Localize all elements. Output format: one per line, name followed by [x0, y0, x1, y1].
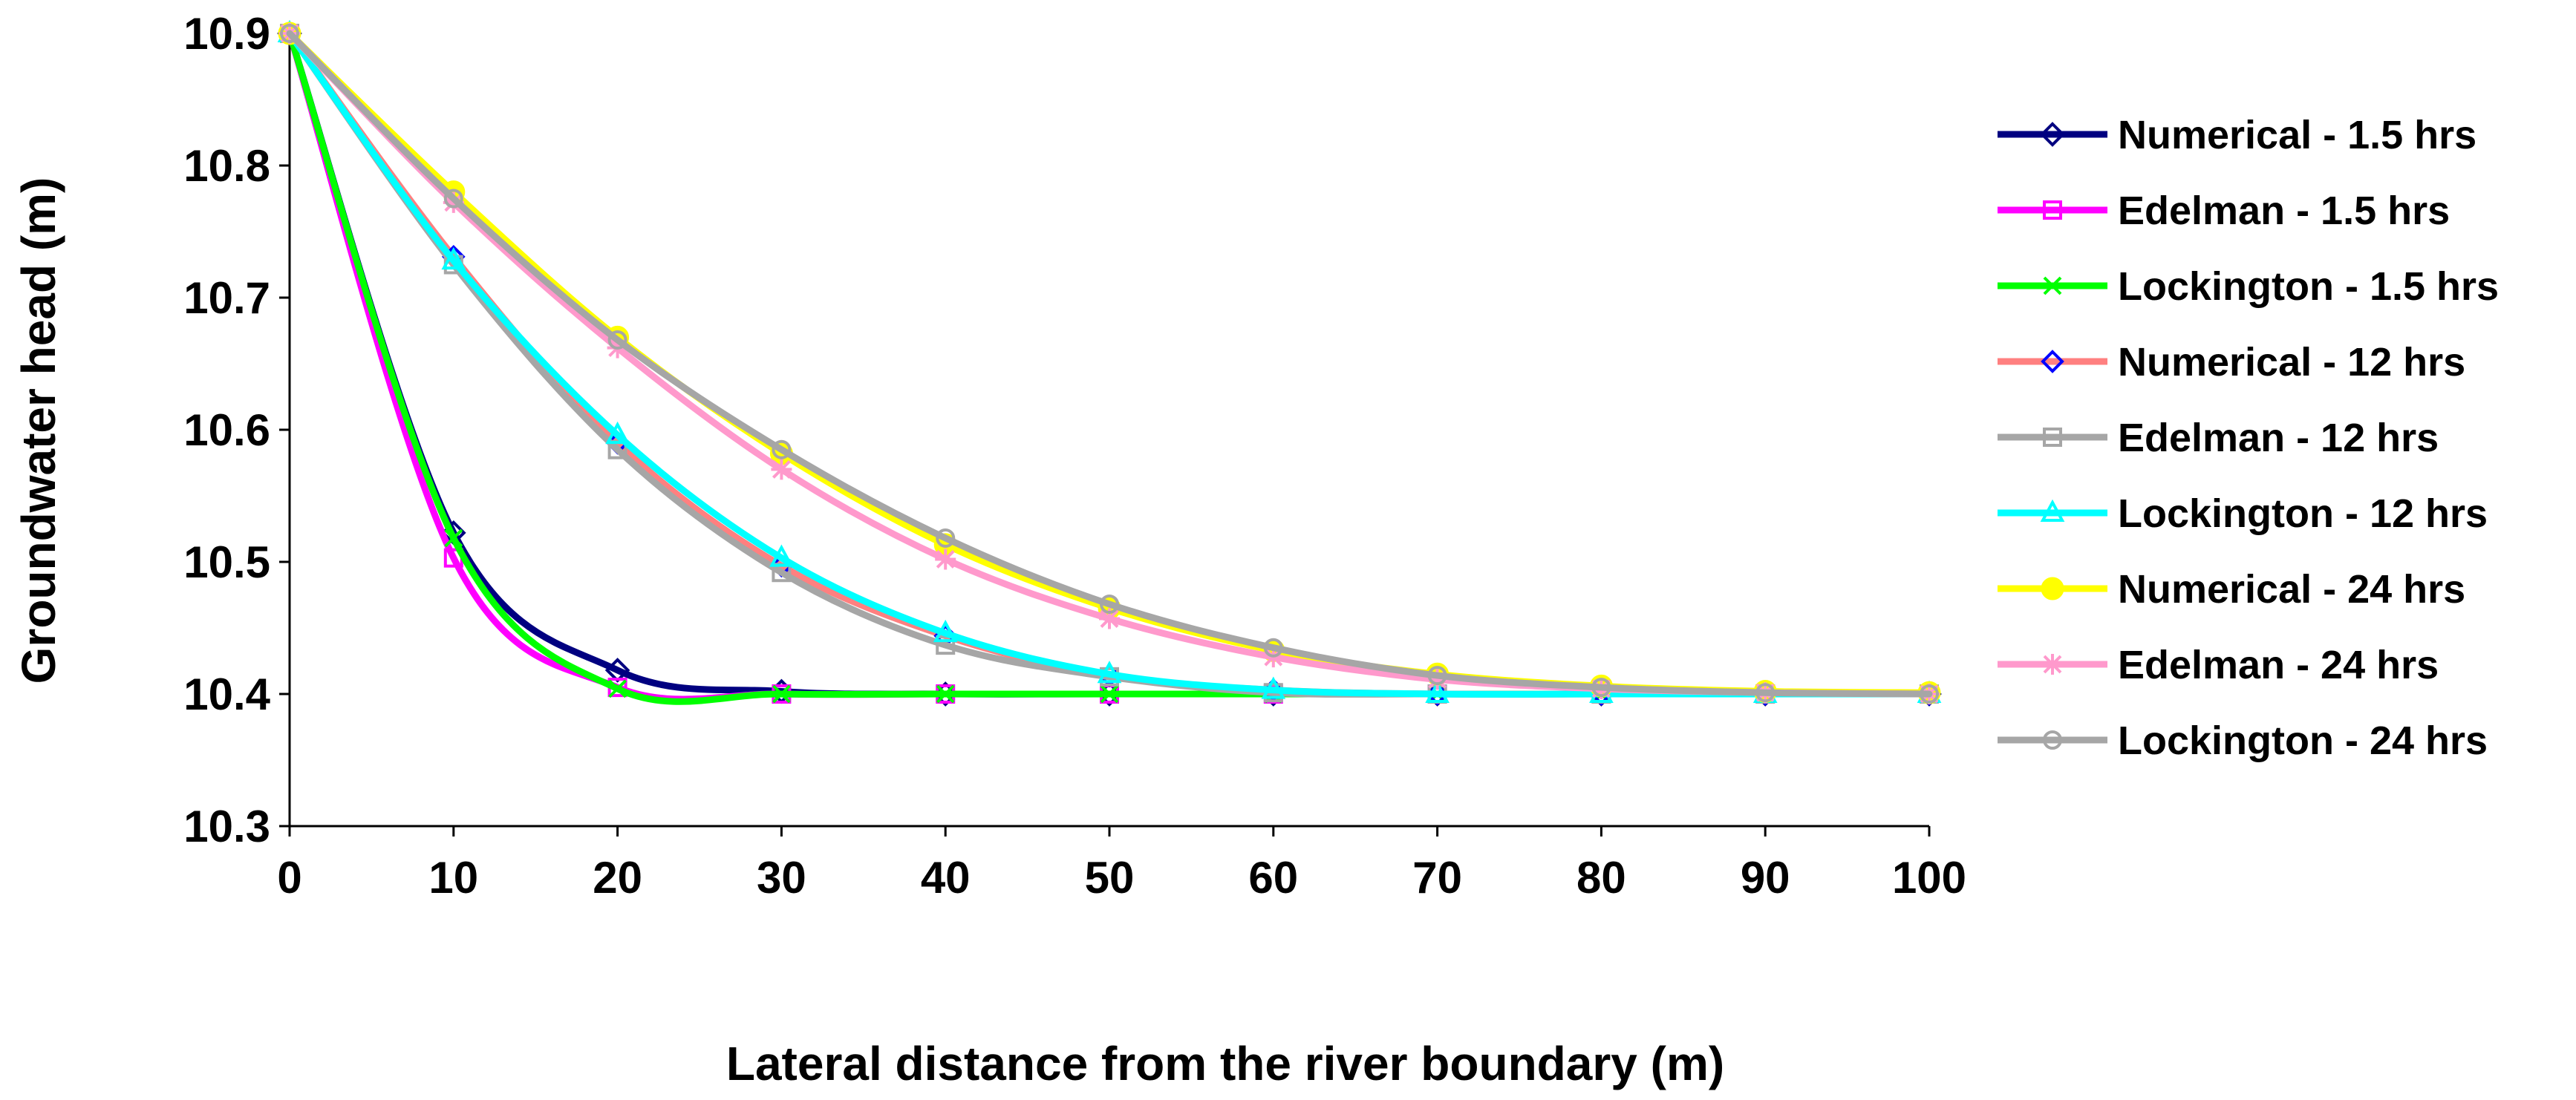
- y-tick-label: 10.8: [183, 141, 270, 191]
- x-tick-label: 70: [1412, 853, 1462, 903]
- data-point: [1591, 678, 1611, 698]
- legend-item: Lockington - 24 hrs: [1998, 718, 2488, 763]
- legend-marker: [2043, 428, 2062, 447]
- legend-marker: [2042, 654, 2063, 675]
- series-line: [286, 30, 1933, 698]
- legend-item: Numerical - 24 hrs: [1998, 567, 2465, 612]
- x-tick-label: 90: [1741, 853, 1790, 903]
- data-point: [771, 459, 792, 480]
- data-point: [280, 24, 299, 43]
- y-tick-label: 10.3: [183, 802, 270, 851]
- data-point: [608, 679, 627, 698]
- legend-label: Edelman - 1.5 hrs: [2118, 189, 2450, 233]
- legend-marker: [2040, 499, 2065, 522]
- legend-label: Numerical - 12 hrs: [2118, 340, 2465, 384]
- legend-marker: [2043, 276, 2062, 295]
- legend: Numerical - 1.5 hrs Edelman - 1.5 hrs Lock…: [1998, 113, 2499, 763]
- legend-item: Lockington - 12 hrs: [1998, 491, 2488, 536]
- legend-label: Numerical - 24 hrs: [2118, 567, 2465, 612]
- legend-marker: [2043, 730, 2062, 750]
- data-point: [1097, 661, 1122, 684]
- axes: [288, 33, 1929, 828]
- legend-item: Edelman - 1.5 hrs: [1998, 189, 2450, 233]
- data-point: [1099, 608, 1120, 629]
- legend-marker: [2041, 577, 2064, 600]
- legend-label: Edelman - 24 hrs: [2118, 643, 2439, 687]
- data-point: [1100, 684, 1119, 704]
- y-axis-title: Groundwater head (m): [12, 177, 65, 684]
- legend-item: Edelman - 24 hrs: [1998, 643, 2439, 687]
- legend-marker: [2043, 200, 2062, 220]
- series-line: [286, 30, 1933, 698]
- data-point: [772, 439, 792, 459]
- data-point: [936, 528, 956, 548]
- data-point: [605, 421, 630, 445]
- y-tick-label: 10.9: [183, 9, 270, 59]
- data-point: [935, 549, 956, 570]
- data-point: [1263, 638, 1283, 658]
- x-tick-label: 20: [593, 853, 642, 903]
- legend-item: Edelman - 12 hrs: [1998, 416, 2439, 460]
- x-tick-label: 0: [277, 853, 301, 903]
- data-point: [1100, 594, 1119, 614]
- data-point: [444, 528, 463, 548]
- series-9: [280, 24, 1939, 704]
- data-point: [441, 246, 466, 270]
- y-tick-label: 10.4: [183, 670, 270, 719]
- legend-item: Numerical - 12 hrs: [1998, 340, 2465, 384]
- data-point: [936, 684, 955, 704]
- data-point: [443, 189, 463, 209]
- x-tick-label: 60: [1248, 853, 1298, 903]
- data-point: [772, 684, 791, 704]
- data-point: [936, 635, 956, 655]
- data-point: [1426, 669, 1448, 690]
- legend-item: Lockington - 1.5 hrs: [1998, 264, 2499, 309]
- data-point: [1755, 683, 1776, 703]
- data-point: [769, 544, 794, 567]
- series-layer: [277, 19, 1942, 707]
- x-tick-label: 50: [1085, 853, 1135, 903]
- data-point: [1261, 676, 1286, 699]
- legend-label: Lockington - 1.5 hrs: [2118, 264, 2499, 309]
- data-point: [1920, 684, 1939, 704]
- legend-label: Numerical - 1.5 hrs: [2118, 113, 2476, 157]
- x-tick-label: 10: [428, 853, 478, 903]
- data-point: [607, 330, 627, 350]
- y-tick-label: 10.6: [183, 405, 270, 455]
- data-point: [933, 619, 958, 643]
- y-tick-label: 10.7: [183, 273, 270, 323]
- y-tick-label: 10.5: [183, 537, 270, 587]
- legend-marker: [2041, 350, 2064, 373]
- legend-marker: [2040, 122, 2065, 147]
- x-tick-label: 100: [1892, 853, 1966, 903]
- data-point: [1427, 666, 1447, 686]
- legend-item: Numerical - 1.5 hrs: [1998, 113, 2476, 157]
- x-tick-label: 30: [757, 853, 806, 903]
- ticks: 10.3 10.4 10.5 10.6 10.7 10.8 10.9 0 10 20 30 40 50 6…: [183, 9, 1966, 903]
- x-tick-label: 40: [921, 853, 971, 903]
- data-point: [1425, 680, 1450, 703]
- legend-label: Edelman - 12 hrs: [2118, 416, 2439, 460]
- x-tick-label: 80: [1576, 853, 1626, 903]
- legend-label: Lockington - 12 hrs: [2118, 491, 2488, 536]
- x-axis-title: Lateral distance from the river boundary…: [726, 1037, 1724, 1090]
- legend-label: Lockington - 24 hrs: [2118, 718, 2488, 763]
